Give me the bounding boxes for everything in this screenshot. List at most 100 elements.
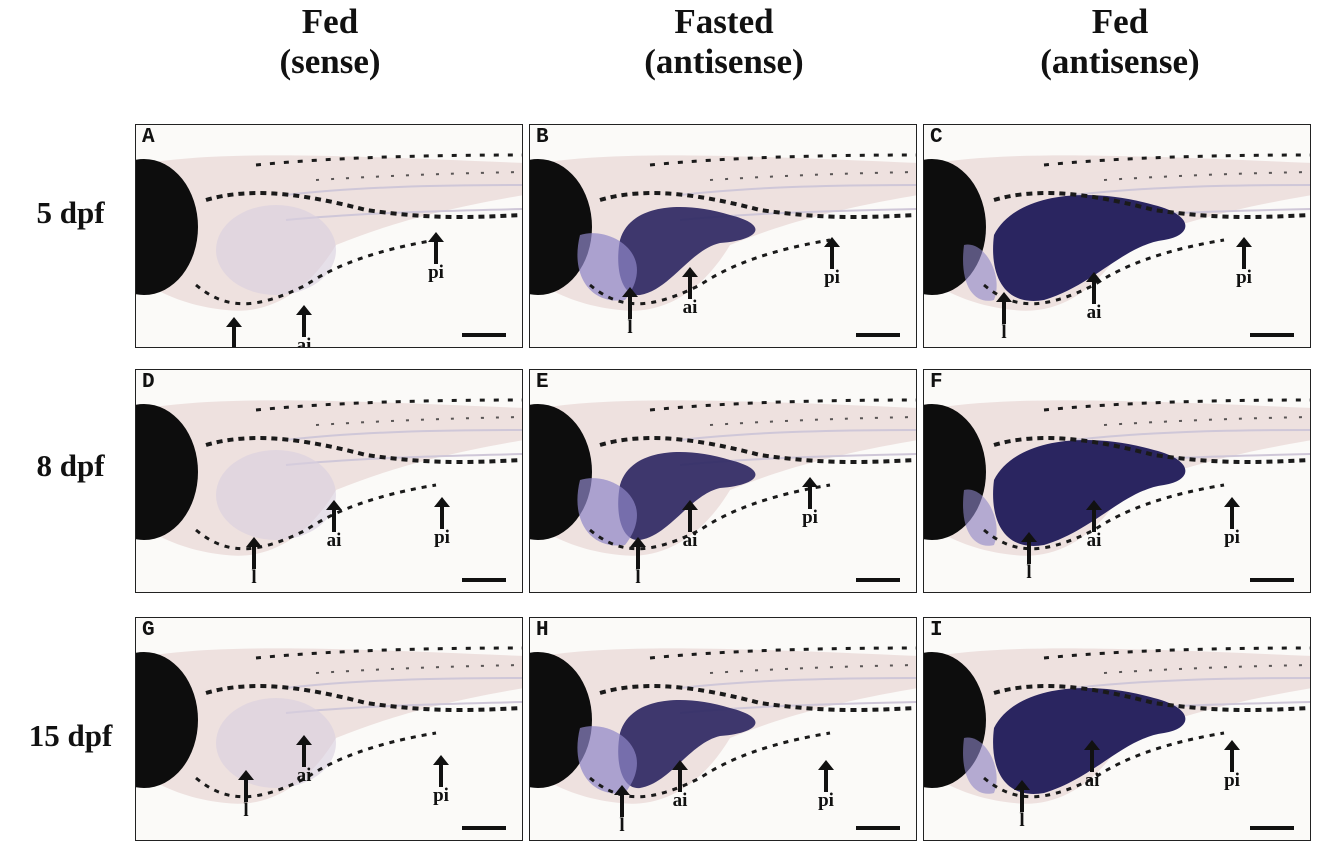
panel-letter: D xyxy=(142,371,155,394)
marker-pi: pi xyxy=(416,230,456,282)
panel-a: Al ai pi xyxy=(135,124,523,348)
marker-label: pi xyxy=(428,262,444,283)
larva-image xyxy=(530,646,916,804)
arrow-up-icon xyxy=(1236,237,1252,269)
panel-letter: H xyxy=(536,619,549,642)
arrow-up-icon xyxy=(1086,500,1102,532)
marker-label: l xyxy=(1026,562,1032,583)
marker-ai: ai xyxy=(670,498,710,550)
arrow-up-icon xyxy=(672,760,688,792)
scale-bar xyxy=(856,578,900,582)
column-subtitle: (antisense) xyxy=(1040,42,1200,81)
marker-l: l xyxy=(602,783,642,835)
marker-label: ai xyxy=(1086,302,1102,323)
marker-ai: ai xyxy=(660,758,700,810)
marker-label: ai xyxy=(682,297,698,318)
arrow-up-icon xyxy=(1014,780,1030,812)
marker-l: l xyxy=(234,535,274,587)
marker-l: l xyxy=(1002,778,1042,830)
arrow-up-icon xyxy=(1224,497,1240,529)
marker-l: l xyxy=(1009,530,1049,582)
marker-label: ai xyxy=(1084,770,1100,791)
marker-ai: ai xyxy=(284,733,324,785)
marker-ai: ai xyxy=(1072,738,1112,790)
arrow-up-icon xyxy=(1021,532,1037,564)
marker-label: ai xyxy=(672,790,688,811)
larva-image xyxy=(530,398,916,556)
marker-label: l xyxy=(627,317,633,338)
marker-label: l xyxy=(635,567,641,588)
arrow-up-icon xyxy=(296,735,312,767)
marker-label: pi xyxy=(802,507,818,528)
arrow-up-icon xyxy=(246,537,262,569)
marker-pi: pi xyxy=(806,758,846,810)
larva-image xyxy=(924,646,1310,804)
marker-label: pi xyxy=(1224,770,1240,791)
marker-pi: pi xyxy=(790,475,830,527)
marker-l: l xyxy=(618,535,658,587)
marker-l: l xyxy=(610,285,650,337)
marker-label: l xyxy=(1001,322,1007,343)
arrow-up-icon xyxy=(802,477,818,509)
marker-pi: pi xyxy=(1224,235,1264,287)
scale-bar xyxy=(1250,826,1294,830)
marker-label: ai xyxy=(682,530,698,551)
arrow-up-icon xyxy=(238,770,254,802)
larva-image xyxy=(924,398,1310,556)
column-subtitle: (antisense) xyxy=(644,42,804,81)
arrow-up-icon xyxy=(428,232,444,264)
arrow-up-icon xyxy=(433,755,449,787)
marker-label: pi xyxy=(1236,267,1252,288)
larva-image xyxy=(136,398,522,556)
column-header-fed-sense: Fed (sense) xyxy=(180,2,480,82)
arrow-up-icon xyxy=(824,237,840,269)
marker-label: pi xyxy=(818,790,834,811)
panel-letter: G xyxy=(142,619,155,642)
panel-letter: E xyxy=(536,371,549,394)
panel-letter: C xyxy=(930,126,943,149)
column-header-fasted-antisense: Fasted (antisense) xyxy=(574,2,874,82)
arrow-up-icon xyxy=(682,267,698,299)
scale-bar xyxy=(856,333,900,337)
marker-label: ai xyxy=(1086,530,1102,551)
arrow-up-icon xyxy=(682,500,698,532)
marker-ai: ai xyxy=(284,303,324,347)
panel-letter: I xyxy=(930,619,943,642)
arrow-up-icon xyxy=(326,500,342,532)
larva-image xyxy=(924,153,1310,311)
marker-pi: pi xyxy=(421,753,461,805)
marker-l: l xyxy=(226,768,266,820)
marker-label: l xyxy=(1019,810,1025,831)
marker-ai: ai xyxy=(1074,498,1114,550)
marker-label: pi xyxy=(1224,527,1240,548)
marker-ai: ai xyxy=(670,265,710,317)
larva-image xyxy=(136,153,522,311)
marker-label: pi xyxy=(824,267,840,288)
column-subtitle: (sense) xyxy=(279,42,381,81)
arrow-up-icon xyxy=(1086,272,1102,304)
row-label-5dpf: 5 dpf xyxy=(36,195,105,230)
arrow-up-icon xyxy=(1224,740,1240,772)
marker-label: ai xyxy=(296,765,312,786)
marker-label: l xyxy=(251,567,257,588)
marker-label: pi xyxy=(434,527,450,548)
arrow-up-icon xyxy=(296,305,312,337)
scale-bar xyxy=(462,578,506,582)
arrow-up-icon xyxy=(818,760,834,792)
marker-label: l xyxy=(243,800,249,821)
panel-letter: F xyxy=(930,371,943,394)
panel-letter: B xyxy=(536,126,549,149)
arrow-up-icon xyxy=(614,785,630,817)
scale-bar xyxy=(856,826,900,830)
marker-label: l xyxy=(619,815,625,836)
arrow-up-icon xyxy=(226,317,242,347)
arrow-up-icon xyxy=(1084,740,1100,772)
marker-ai: ai xyxy=(1074,270,1114,322)
